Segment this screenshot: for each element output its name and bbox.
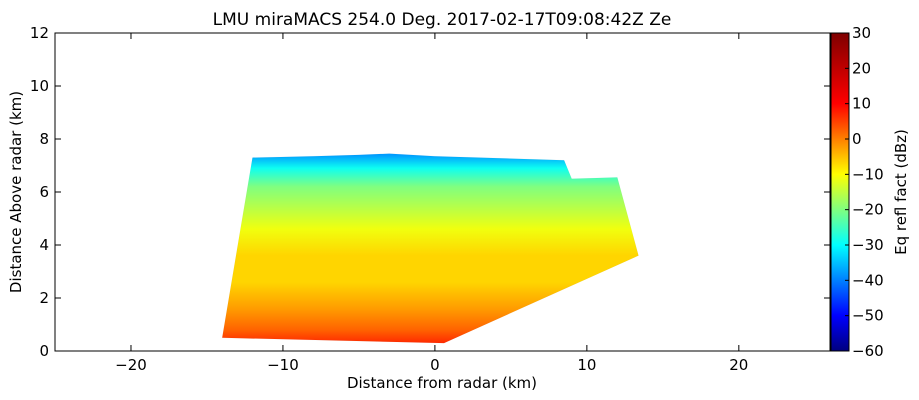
colorbar-scale — [830, 32, 850, 352]
x-tick-label: −20 — [115, 356, 147, 374]
colorbar: −60 −50 −40 −30 −20 −10 0 10 20 30 Eq refl fact (… — [830, 24, 910, 360]
y-tick-label: 0 — [39, 342, 49, 360]
x-axis-label: Distance from radar (km) — [347, 374, 537, 392]
y-tick-label: 10 — [30, 77, 49, 95]
colorbar-tick-label: −40 — [852, 271, 884, 289]
y-axis-label: Distance Above radar (km) — [7, 91, 25, 293]
scan-sector-outline — [221, 153, 639, 344]
x-axis-ticks: −20 −10 0 10 20 — [115, 33, 748, 374]
colorbar-tick-label: −60 — [852, 342, 884, 360]
x-tick-label: 20 — [729, 356, 748, 374]
y-tick-label: 4 — [39, 236, 49, 254]
colorbar-tick-label: 0 — [852, 130, 862, 148]
y-tick-label: 8 — [39, 130, 49, 148]
y-tick-label: 6 — [39, 183, 49, 201]
colorbar-label: Eq refl fact (dBz) — [892, 129, 910, 255]
colorbar-tick-label: −20 — [852, 201, 884, 219]
colorbar-ticks: −60 −50 −40 −30 −20 −10 0 10 20 30 — [845, 24, 884, 360]
colorbar-tick-label: 20 — [852, 59, 871, 77]
x-tick-label: 10 — [577, 356, 596, 374]
x-tick-label: 0 — [430, 356, 440, 374]
y-axis-ticks: 0 2 4 6 8 10 12 — [30, 24, 830, 360]
colorbar-tick-label: −50 — [852, 307, 884, 325]
x-tick-label: −10 — [267, 356, 299, 374]
colorbar-tick-label: −30 — [852, 236, 884, 254]
colorbar-tick-label: −10 — [852, 165, 884, 183]
plot-area: −20 −10 0 10 20 0 2 4 6 8 10 12 — [30, 24, 831, 374]
colorbar-tick-label: 30 — [852, 24, 871, 42]
y-tick-label: 2 — [39, 289, 49, 307]
colorbar-tick-label: 10 — [852, 95, 871, 113]
chart-title: LMU miraMACS 254.0 Deg. 2017-02-17T09:08… — [213, 10, 672, 30]
y-tick-label: 12 — [30, 24, 49, 42]
